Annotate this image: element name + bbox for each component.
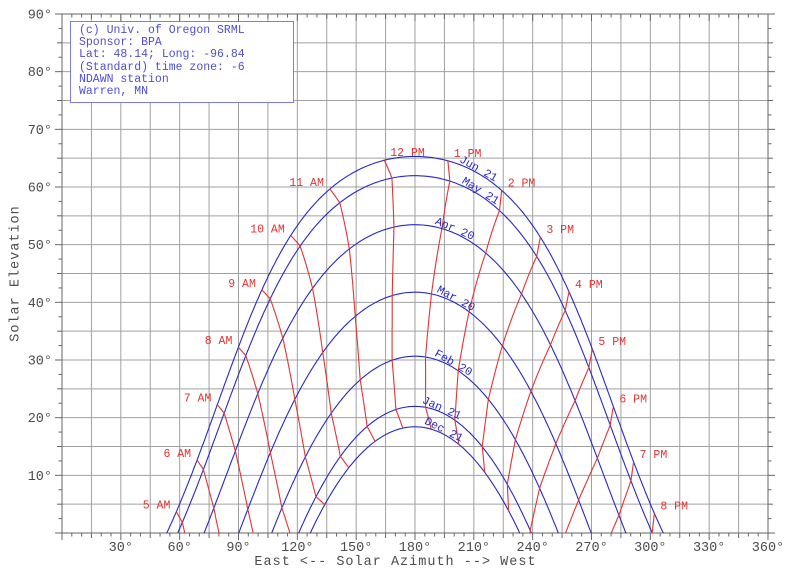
date-curve-mar-20: [238, 291, 592, 534]
hour-line-label: 1 PM: [454, 148, 482, 161]
y-tick-label: 70°: [28, 124, 52, 139]
date-curve-label: Feb 20: [432, 348, 474, 380]
y-tick-label: 40°: [28, 297, 52, 312]
date-curve-jan-21: [298, 405, 532, 534]
hour-line-4-pm: [506, 291, 570, 511]
x-tick-label: 270°: [575, 541, 607, 556]
date-curve-label: Mar 20: [434, 284, 477, 315]
hour-line-12-pm: [383, 160, 404, 429]
hour-line-label: 8 AM: [205, 335, 233, 348]
hour-line-9-am: [261, 289, 326, 506]
info-box: (c) Univ. of Oregon SRML Sponsor: BPA La…: [70, 21, 294, 104]
date-curve-feb-20: [271, 355, 559, 534]
info-line-latlong: Lat: 48.14; Long: -96.84: [79, 48, 245, 62]
date-curve-jun-21: [166, 155, 664, 534]
info-line-network: NDAWN station: [79, 72, 169, 86]
hour-line-10-am: [290, 235, 350, 468]
y-axis-title: Solar Elevation: [8, 205, 24, 342]
hour-line-6-pm: [564, 406, 614, 534]
info-line-sponsor: Sponsor: BPA: [79, 36, 162, 50]
hour-line-label: 7 AM: [184, 393, 212, 406]
info-line-station: Warren, MN: [79, 85, 149, 99]
hour-line-8-am: [238, 346, 291, 534]
hour-line-label: 11 AM: [289, 177, 324, 190]
hour-line-label: 10 AM: [250, 223, 285, 236]
x-axis-title: East <-- Solar Azimuth --> West: [254, 555, 537, 570]
x-tick-label: 60°: [168, 541, 192, 556]
hour-line-label: 3 PM: [546, 224, 574, 237]
hour-line-label: 9 AM: [228, 278, 256, 291]
hour-line-label: 4 PM: [575, 279, 603, 292]
y-tick-label: 50°: [28, 239, 52, 254]
hour-line-label: 2 PM: [508, 177, 536, 190]
x-tick-label: 330°: [693, 541, 725, 556]
x-tick-label: 360°: [752, 541, 784, 556]
y-tick-label: 60°: [28, 182, 52, 197]
hour-line-label: 5 AM: [143, 500, 171, 513]
tick-labels: 30° 60° 90° 120° 150° 180° 210° 240° 270° 300° 330…: [28, 9, 785, 557]
x-tick-label: 30°: [109, 541, 133, 556]
hour-line-label: 8 PM: [660, 500, 688, 513]
date-curve-label: Apr 20: [433, 215, 476, 243]
hour-line-1-pm: [424, 160, 451, 430]
y-tick-label: 90°: [28, 9, 52, 24]
hour-line-5-pm: [529, 349, 593, 533]
y-tick-label: 10°: [28, 470, 52, 485]
hour-line-label: 12 PM: [390, 147, 425, 160]
axis-ticks: [55, 13, 775, 540]
hour-line-5-am: [176, 511, 186, 534]
hour-line-7-am: [217, 404, 254, 534]
x-tick-label: 120°: [281, 541, 313, 556]
info-line-copyright: (c) Univ. of Oregon SRML: [79, 24, 245, 37]
hour-lines: [176, 160, 655, 534]
x-tick-label: 300°: [634, 541, 666, 556]
hour-line-7-pm: [610, 461, 635, 534]
info-line-timezone: (Standard) time zone: -6: [79, 60, 245, 74]
date-curves: [166, 155, 664, 534]
hour-line-2-pm: [454, 190, 503, 445]
hour-line-label: 5 PM: [598, 336, 626, 349]
hour-line-label: 7 PM: [640, 449, 668, 462]
y-tick-label: 30°: [28, 355, 52, 370]
date-curve-apr-20: [203, 224, 627, 534]
hour-line-8-pm: [651, 513, 655, 533]
x-tick-label: 90°: [226, 541, 250, 556]
x-tick-label: 240°: [516, 541, 548, 556]
y-tick-label: 20°: [28, 412, 52, 427]
x-tick-label: 150°: [340, 541, 372, 556]
x-tick-label: 210°: [458, 541, 490, 556]
hour-line-labels: 5 AM 6 AM 7 AM 8 AM 9 AM 10 AM 11 AM 12 PM 1 PM 2…: [143, 147, 688, 513]
y-tick-label: 80°: [28, 66, 52, 81]
date-curve-dec-21: [309, 426, 521, 534]
hour-line-6-am: [196, 459, 220, 533]
x-tick-label: 180°: [399, 541, 431, 556]
hour-line-label: 6 AM: [163, 448, 191, 461]
hour-line-label: 6 PM: [619, 394, 647, 407]
hour-line-11-am: [329, 188, 376, 442]
date-curve-may-21: [177, 175, 653, 534]
hour-line-3-pm: [481, 237, 541, 473]
